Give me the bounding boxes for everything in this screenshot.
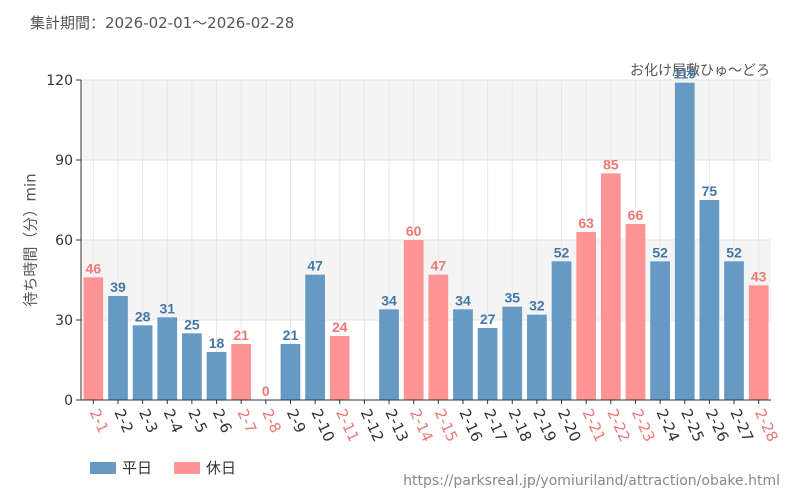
x-tick-label: 2-17 [480,406,511,444]
bar [724,261,744,400]
bar-value-label: 39 [110,279,126,295]
bar [108,296,128,400]
bar-value-label: 34 [381,292,397,308]
period-label: 集計期間：2026-02-01～2026-02-28 [30,14,295,32]
bar-value-label: 60 [406,223,422,239]
x-tick-label: 2-11 [332,406,363,444]
bar-value-label: 119 [673,66,696,82]
legend-item-holiday: 休日 [174,457,236,478]
bar-value-label: 0 [262,383,270,399]
chart-title: お化け屋敷ひゅ～どろ [630,63,770,79]
x-tick-label: 2-7 [234,406,261,436]
source-url: https://parksreal.jp/yomiuriland/attract… [403,473,780,489]
bar [329,336,350,400]
x-tick-label: 2-2 [110,406,137,436]
y-tick-label: 30 [55,313,73,329]
x-tick-label: 2-15 [431,406,462,444]
x-tick-label: 2-1 [86,406,113,436]
legend-label-weekday: 平日 [122,459,153,477]
x-tick-label: 2-16 [455,406,486,444]
bar [748,285,769,400]
bar-value-label: 35 [504,290,520,306]
x-tick-label: 2-14 [406,406,437,444]
y-tick-label: 0 [64,393,73,409]
bar-value-label: 52 [554,244,570,260]
x-tick-label: 2-9 [283,406,310,436]
bar [182,333,202,400]
bar-value-label: 34 [455,292,471,308]
x-tick-label: 2-28 [751,406,782,444]
x-tick-label: 2-5 [184,406,211,436]
bar [206,352,227,400]
bar [699,200,720,400]
bar [650,261,670,400]
bar-value-label: 21 [283,327,299,343]
legend-item-weekday: 平日 [90,457,152,478]
bar-value-label: 75 [702,183,718,199]
bar-value-label: 31 [159,300,175,316]
y-tick-label: 60 [55,233,73,249]
legend-swatch-weekday [90,461,116,474]
bar [305,274,325,400]
bar [502,306,523,400]
y-tick-label: 90 [55,153,73,169]
x-tick-label: 2-21 [579,406,610,444]
x-tick-label: 2-18 [505,406,536,444]
x-tick-label: 2-23 [628,406,659,444]
bar [576,232,597,400]
x-tick-label: 2-4 [160,406,187,436]
bar-value-label: 43 [751,268,767,284]
bar-value-label: 18 [209,335,225,351]
y-tick-label: 120 [46,73,73,89]
bar [625,224,646,400]
plot-band [81,160,771,240]
bar [280,344,301,400]
bar-value-label: 27 [480,311,496,327]
x-tick-label: 2-19 [529,406,560,444]
bar-value-label: 52 [726,244,742,260]
bar-value-label: 66 [628,207,644,223]
legend: 平日 休日 [90,457,258,478]
legend-label-holiday: 休日 [206,459,237,477]
bar-value-label: 28 [135,308,151,324]
x-tick-label: 2-6 [209,406,236,436]
bar-value-label: 52 [652,244,668,260]
bar [428,274,449,400]
bar [379,309,399,400]
x-tick-label: 2-13 [381,406,412,444]
bar-value-label: 63 [578,215,594,231]
bar [477,328,498,400]
x-tick-label: 2-25 [677,406,708,444]
bar [600,173,621,400]
bar-value-label: 32 [529,298,545,314]
bar [157,317,178,400]
bar [403,240,424,400]
bar [674,82,695,401]
bar-value-label: 47 [431,258,447,274]
bar-value-label: 24 [332,319,348,335]
x-tick-label: 2-24 [652,406,683,444]
bar [132,325,153,400]
bar-value-label: 46 [86,260,102,276]
bar [527,314,547,400]
x-tick-label: 2-3 [135,406,162,436]
bar-value-label: 85 [603,156,619,172]
x-tick-label: 2-26 [702,406,733,444]
bar [231,344,252,400]
x-tick-label: 2-12 [357,406,388,444]
x-tick-label: 2-10 [307,406,338,444]
bar-value-label: 47 [307,258,323,274]
x-tick-label: 2-27 [726,406,757,444]
legend-swatch-holiday [174,461,201,474]
bar [551,261,572,400]
bar [83,277,104,400]
x-tick-label: 2-22 [603,406,634,444]
bar-value-label: 25 [184,316,200,332]
bar-value-label: 21 [233,327,249,343]
x-tick-label: 2-20 [554,406,585,444]
plot-band [81,80,771,160]
x-tick-label: 2-8 [258,406,285,436]
bar [453,309,473,400]
